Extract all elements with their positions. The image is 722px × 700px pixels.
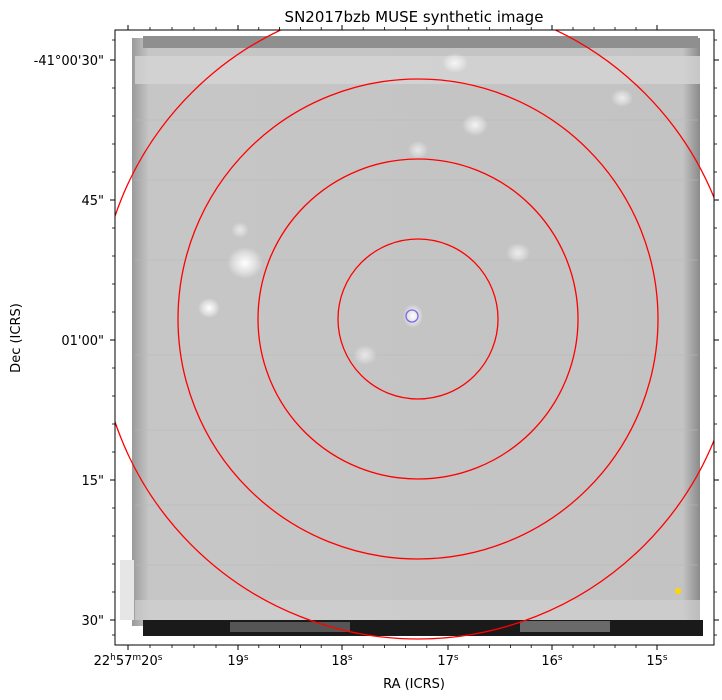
x-tick-17-value: 17 [437,654,454,669]
x-tick-h-unit: h [110,653,116,663]
source-bright-left [227,247,263,279]
bottom-noise-strip-mid [230,622,350,632]
left-edge-patch [120,560,134,620]
source-upper-mid [462,114,488,136]
source-right [506,243,530,263]
y-tick-label-0: -41°00'30" [34,54,104,69]
image-area [115,30,714,640]
x-major-ticks [127,25,658,650]
bottom-noise-strip-right [520,621,610,632]
x-tick-18-value: 18 [331,654,348,669]
y-tick-label-1: 45" [81,194,104,209]
bottom-light-band [135,600,700,620]
source-left-small [198,298,220,318]
x-tick-label-18s: 18s [331,653,353,669]
x-tick-s-unit: s [158,653,163,663]
x-tick-16-unit: s [558,653,563,663]
y-minor-ticks [112,39,717,636]
x-tick-18-unit: s [348,653,353,663]
y-axis-label: Dec (ICRS) [9,303,24,373]
muse-field [132,38,700,626]
x-tick-minutes: 57 [116,654,133,669]
top-light-band [135,56,700,84]
x-tick-label-19s: 19s [227,653,249,669]
x-tick-17-unit: s [454,653,459,663]
source-top [442,53,468,73]
source-upper-mid-2 [408,141,428,159]
ring-4 [115,30,714,640]
y-major-ticks [110,59,719,621]
plot-frame [114,29,715,646]
x-tick-15-value: 15 [646,654,663,669]
x-tick-label-16s: 16s [541,653,563,669]
y-tick-label-3: 15" [81,474,104,489]
x-tick-15-unit: s [663,653,668,663]
x-tick-16-value: 16 [541,654,558,669]
x-tick-19-unit: s [244,653,249,663]
y-tick-label-2: 01'00" [61,334,104,349]
sources [198,53,633,365]
ring-3 [177,78,659,560]
y-tick-label-4: 30" [81,614,104,629]
sn-position-marker [405,309,419,323]
x-tick-label-20s: 22h57m20s [94,653,163,669]
x-tick-m-unit: m [132,653,141,663]
chart-title: SN2017bzb MUSE synthetic image [285,8,544,26]
source-top-right [611,89,633,107]
ring-1 [337,238,499,400]
x-axis-label: RA (ICRS) [383,677,445,692]
source-center-galaxy [403,304,423,328]
x-tick-seconds: 20 [141,654,158,669]
x-tick-hours: 22 [94,654,111,669]
radius-rings [115,30,714,640]
source-left-upper [231,222,249,238]
source-lower-mid [353,345,377,365]
bottom-noise-strip [143,620,703,636]
x-tick-label-17s: 17s [437,653,459,669]
top-dark-strip [143,36,698,48]
yellow-marker-dot [675,588,681,594]
x-minor-ticks [149,27,637,648]
ring-2 [257,158,579,480]
x-tick-label-15s: 15s [646,653,668,669]
x-tick-19-value: 19 [227,654,244,669]
